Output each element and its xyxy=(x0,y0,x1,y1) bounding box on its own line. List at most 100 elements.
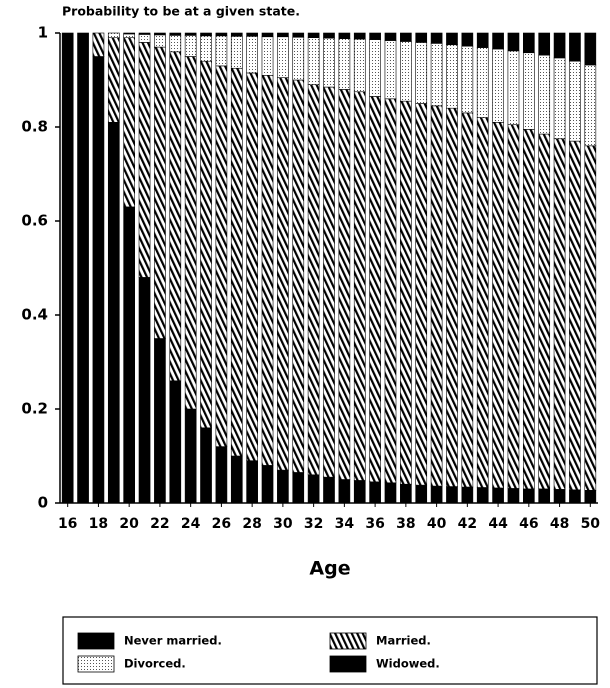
bar-segment xyxy=(92,56,105,504)
bar-segment xyxy=(307,474,320,504)
bar-segment xyxy=(384,40,397,100)
bar-segment xyxy=(476,47,489,118)
bar-segment xyxy=(492,32,504,50)
x-tick-label: 36 xyxy=(365,516,384,532)
bar-segment xyxy=(400,41,412,102)
bar-segment xyxy=(538,488,551,504)
bar-segment xyxy=(476,32,489,48)
bar-segment xyxy=(384,32,397,41)
bar-segment xyxy=(200,427,212,504)
legend-label: Widowed. xyxy=(376,657,440,671)
x-tick-label: 40 xyxy=(427,516,447,532)
x-tick-label: 44 xyxy=(488,516,508,532)
bar-segment xyxy=(400,483,412,504)
bar-segment xyxy=(107,37,120,123)
legend-label: Never married. xyxy=(124,634,222,648)
y-tick-label: 0 xyxy=(38,494,48,512)
bar-segment xyxy=(507,50,520,125)
legend-box xyxy=(62,616,598,685)
x-tick-label: 28 xyxy=(242,516,261,532)
bar-segment xyxy=(584,145,597,491)
bar-segment xyxy=(584,32,597,66)
bar-segment xyxy=(353,91,366,481)
bar-segment xyxy=(169,35,182,53)
legend-swatch xyxy=(329,632,367,650)
x-axis-label: Age xyxy=(309,558,350,580)
bar-segment xyxy=(277,32,289,38)
x-tick-label: 50 xyxy=(581,516,601,532)
bar-segment xyxy=(446,486,458,504)
bar-segment xyxy=(184,35,197,57)
bar-segment xyxy=(430,105,443,487)
bar-segment xyxy=(446,32,458,46)
y-tick-label: 0.6 xyxy=(21,212,48,230)
bar-segment xyxy=(277,36,289,78)
bar-segment xyxy=(553,489,566,504)
bar-segment xyxy=(553,57,566,140)
bar-segment xyxy=(538,32,551,56)
bar-segment xyxy=(584,64,597,147)
bar-segment xyxy=(107,122,120,504)
bar-segment xyxy=(538,133,551,490)
bar-segment xyxy=(215,35,228,67)
bar-segment xyxy=(384,98,397,484)
y-tick-label: 0.8 xyxy=(21,118,48,136)
bar-segment xyxy=(492,48,504,123)
bar-segment xyxy=(461,45,474,114)
bar-segment xyxy=(400,100,412,485)
bar-segment xyxy=(215,65,228,447)
bar-segment xyxy=(323,37,335,88)
bar-segment xyxy=(307,32,320,38)
bar-segment xyxy=(77,32,89,504)
bar-segment xyxy=(415,103,428,486)
bar-segment xyxy=(430,485,443,504)
bar-segment xyxy=(384,482,397,504)
x-tick-label: 18 xyxy=(89,516,108,532)
x-tick-label: 32 xyxy=(304,516,323,532)
bar-segment xyxy=(184,32,197,36)
bar-segment xyxy=(246,72,258,461)
bar-segment xyxy=(123,37,136,208)
bar-segment xyxy=(230,35,243,69)
bar-segment xyxy=(415,42,428,104)
bar-segment xyxy=(338,479,351,504)
x-tick-label: 24 xyxy=(181,516,201,532)
bar-segment xyxy=(507,124,520,489)
bar-segment xyxy=(292,472,305,504)
bar-segment xyxy=(415,484,428,504)
bar-segment xyxy=(569,32,581,62)
bar-segment xyxy=(569,60,581,142)
legend-swatch xyxy=(77,632,115,650)
bar-segment xyxy=(200,35,212,62)
bar-segment xyxy=(261,465,274,504)
bar-segment xyxy=(123,32,136,35)
bar-segment xyxy=(400,32,412,42)
bar-segment xyxy=(61,32,74,504)
bar-segment xyxy=(261,32,274,38)
bar-segment xyxy=(553,138,566,490)
bar-segment xyxy=(292,36,305,81)
bar-segment xyxy=(154,46,166,339)
bar-segment xyxy=(307,37,320,86)
bar-segment xyxy=(492,487,504,504)
bar-segment xyxy=(323,32,335,39)
bar-segment xyxy=(323,86,335,478)
bar-segment xyxy=(184,56,197,410)
bar-segment xyxy=(369,481,381,504)
bar-segment xyxy=(92,32,105,57)
bar-segment xyxy=(338,32,351,39)
bar-segment xyxy=(461,32,474,47)
bar-segment xyxy=(430,32,443,44)
bar-segment xyxy=(277,77,289,471)
legend-swatch xyxy=(329,655,367,673)
x-tick-label: 22 xyxy=(150,516,169,532)
bar-segment xyxy=(154,32,166,36)
x-tick-label: 34 xyxy=(335,516,355,532)
bar-segment xyxy=(230,32,243,37)
bar-segment xyxy=(107,32,120,38)
bar-segment xyxy=(246,35,258,74)
bar-segment xyxy=(461,486,474,504)
bar-segment xyxy=(230,67,243,457)
bar-segment xyxy=(154,338,166,504)
